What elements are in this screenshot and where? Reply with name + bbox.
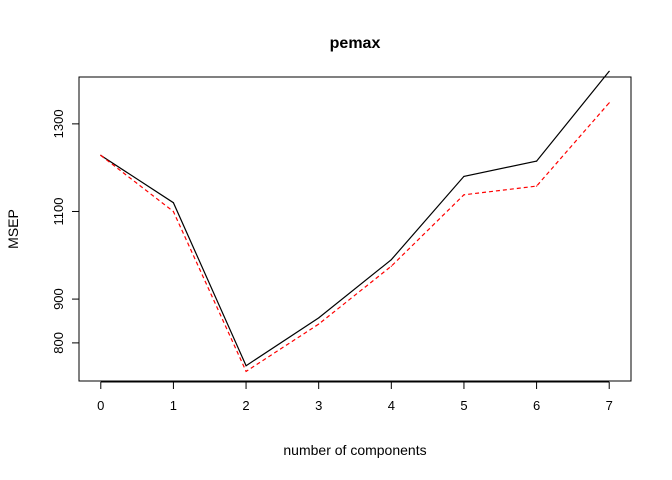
series-2-point bbox=[390, 265, 392, 267]
series-2-point bbox=[608, 102, 610, 104]
series-layer bbox=[100, 70, 610, 373]
series-2-point bbox=[100, 154, 102, 157]
series-1-point bbox=[172, 202, 175, 204]
series-2-point bbox=[535, 185, 538, 187]
x-tick-label: 3 bbox=[315, 398, 322, 413]
series-1-point bbox=[318, 317, 320, 319]
series-2-point bbox=[318, 323, 320, 325]
series-1-point bbox=[390, 259, 392, 261]
series-1-point bbox=[535, 160, 538, 162]
x-tick-label: 5 bbox=[460, 398, 467, 413]
x-tick-label: 7 bbox=[606, 398, 613, 413]
x-tick-label: 0 bbox=[97, 398, 104, 413]
y-tick-label: 1100 bbox=[51, 197, 66, 225]
series-1-point bbox=[245, 365, 247, 367]
y-axis: 800 900 1100 1300 bbox=[51, 109, 80, 354]
y-axis-label: MSEP bbox=[5, 209, 21, 249]
series-2-point bbox=[463, 194, 465, 196]
plot-frame bbox=[78, 76, 632, 382]
x-axis: 0 1 2 3 4 5 6 7 bbox=[97, 381, 613, 413]
series-1-point bbox=[608, 70, 610, 72]
y-tick-label: 1300 bbox=[51, 109, 66, 138]
y-tick-label: 800 bbox=[51, 332, 66, 354]
series-2-point bbox=[245, 370, 247, 372]
series-1-point bbox=[463, 175, 465, 178]
x-tick-label: 6 bbox=[533, 398, 540, 413]
series-line-1 bbox=[100, 70, 610, 367]
x-tick-label: 1 bbox=[170, 398, 177, 413]
series-line-2 bbox=[100, 102, 610, 373]
chart-title: pemax bbox=[330, 35, 381, 52]
x-axis-label: number of components bbox=[283, 442, 426, 458]
y-tick-label: 900 bbox=[51, 288, 66, 310]
x-tick-label: 2 bbox=[242, 398, 249, 413]
series-2-point bbox=[172, 210, 175, 213]
x-tick-label: 4 bbox=[388, 398, 395, 413]
